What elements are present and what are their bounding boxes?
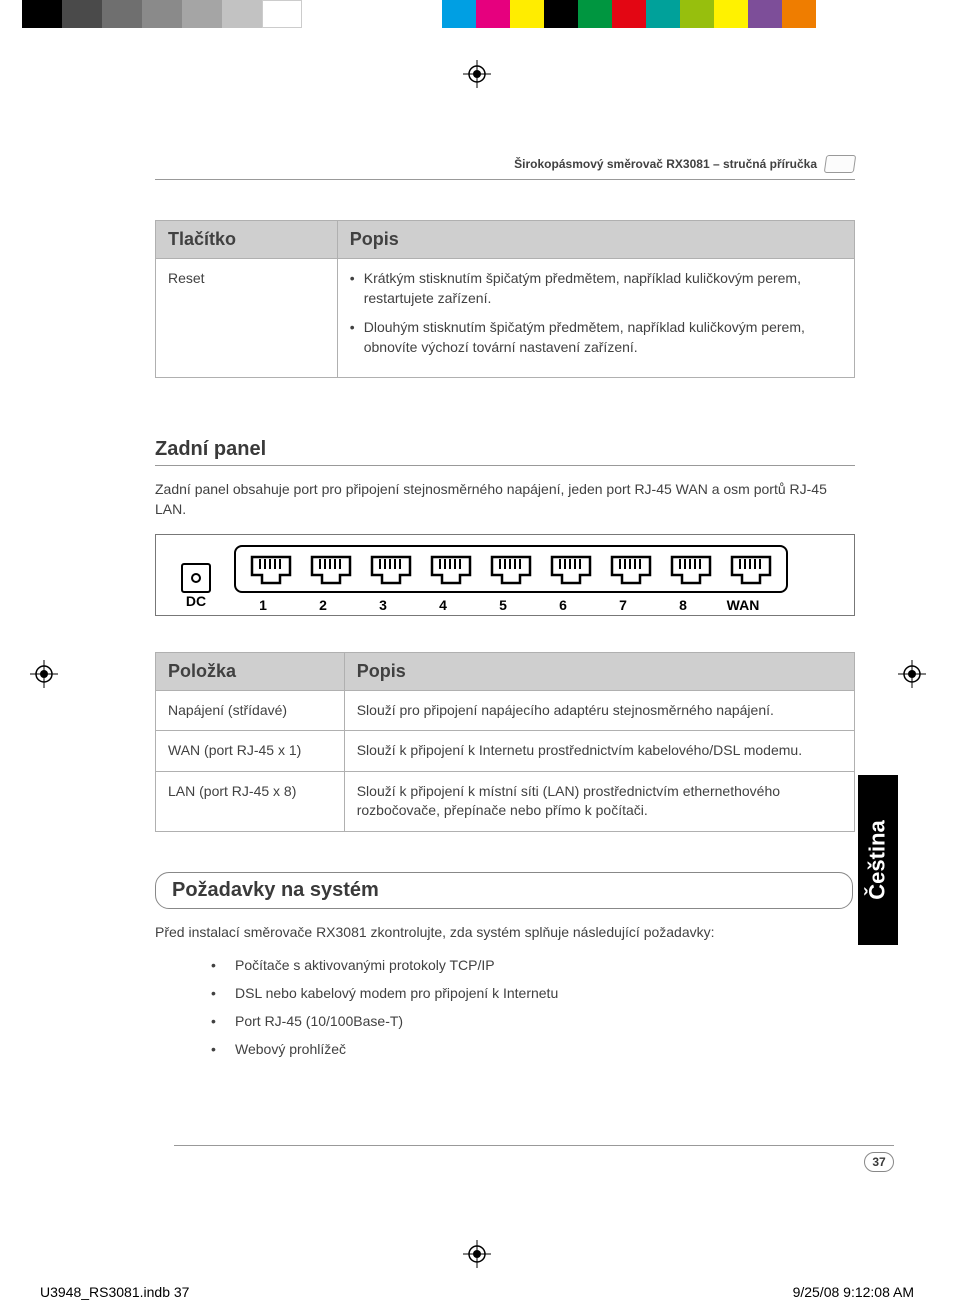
- port-label-5: 5: [480, 597, 526, 613]
- table1-row1-col1: Reset: [156, 259, 338, 378]
- port-label-2: 2: [300, 597, 346, 613]
- registration-mark-icon: [30, 660, 58, 688]
- dc-label: DC: [186, 593, 206, 609]
- rj45-port-icon: [548, 553, 594, 587]
- req-item-4: Webový prohlížeč: [211, 1041, 855, 1057]
- table2-r2c2: Slouží k připojení k Internetu prostředn…: [344, 731, 854, 772]
- table1-row1-bullet2: Dlouhým stisknutím špičatým předmětem, n…: [350, 318, 842, 357]
- rj45-port-icon: [368, 553, 414, 587]
- rj45-port-icon: [608, 553, 654, 587]
- table2-header-col2: Popis: [344, 652, 854, 690]
- req-item-3: Port RJ-45 (10/100Base-T): [211, 1013, 855, 1029]
- registration-mark-icon: [898, 660, 926, 688]
- requirements-list: Počítače s aktivovanými protokoly TCP/IP…: [155, 957, 855, 1057]
- rj45-port-icon: [308, 553, 354, 587]
- port-label-7: 7: [600, 597, 646, 613]
- rj45-port-icon: [248, 553, 294, 587]
- page-content: Širokopásmový směrovač RX3081 – stručná …: [155, 155, 855, 1069]
- item-table: Položka Popis Napájení (střídavé) Slouží…: [155, 652, 855, 832]
- req-item-1: Počítače s aktivovanými protokoly TCP/IP: [211, 957, 855, 973]
- port-label-3: 3: [360, 597, 406, 613]
- language-tab: Čeština: [858, 775, 898, 945]
- table1-header-col1: Tlačítko: [156, 221, 338, 259]
- rj45-port-icon: [668, 553, 714, 587]
- print-footer: U3948_RS3081.indb 37 9/25/08 9:12:08 AM: [40, 1284, 914, 1300]
- rear-panel-desc: Zadní panel obsahuje port pro připojení …: [155, 480, 855, 519]
- print-color-bar: [22, 0, 932, 28]
- running-head-text: Širokopásmový směrovač RX3081 – stručná …: [514, 157, 817, 171]
- table2-r3c1: LAN (port RJ-45 x 8): [156, 771, 345, 831]
- dc-jack-icon: [181, 563, 211, 593]
- table1-row1-bullet1: Krátkým stisknutím špičatým předmětem, n…: [350, 269, 842, 308]
- rj45-port-icon: [428, 553, 474, 587]
- rear-panel-heading: Zadní panel: [155, 438, 855, 466]
- router-icon: [824, 155, 857, 173]
- language-tab-text: Čeština: [865, 820, 891, 899]
- rj45-port-icon: [488, 553, 534, 587]
- req-item-2: DSL nebo kabelový modem pro připojení k …: [211, 985, 855, 1001]
- registration-mark-icon: [463, 60, 491, 88]
- table2-r3c2: Slouží k připojení k místní síti (LAN) p…: [344, 771, 854, 831]
- table1-header-col2: Popis: [337, 221, 854, 259]
- running-head: Širokopásmový směrovač RX3081 – stručná …: [155, 155, 855, 180]
- registration-mark-icon: [463, 1240, 491, 1268]
- table2-header-col1: Položka: [156, 652, 345, 690]
- page-footer-rule: 37: [174, 1145, 894, 1172]
- port-label-4: 4: [420, 597, 466, 613]
- port-label-1: 1: [240, 597, 286, 613]
- button-table: Tlačítko Popis Reset Krátkým stisknutím …: [155, 220, 855, 378]
- ports-row: [234, 545, 788, 593]
- rear-panel-diagram: DC 1 2 3 4 5 6 7 8 WAN: [155, 534, 855, 616]
- requirements-intro: Před instalací směrovače RX3081 zkontrol…: [155, 923, 855, 943]
- footer-left: U3948_RS3081.indb 37: [40, 1284, 189, 1300]
- requirements-heading: Požadavky na systém: [155, 872, 853, 909]
- table1-row1-col2: Krátkým stisknutím špičatým předmětem, n…: [337, 259, 854, 378]
- port-label-8: 8: [660, 597, 706, 613]
- page-number: 37: [864, 1152, 894, 1172]
- table2-r1c1: Napájení (střídavé): [156, 690, 345, 731]
- footer-right: 9/25/08 9:12:08 AM: [793, 1284, 914, 1300]
- port-label-wan: WAN: [720, 597, 766, 613]
- rj45-port-icon: [728, 553, 774, 587]
- requirements-heading-text: Požadavky na systém: [172, 879, 379, 901]
- port-label-6: 6: [540, 597, 586, 613]
- table2-r1c2: Slouží pro připojení napájecího adaptéru…: [344, 690, 854, 731]
- table2-r2c1: WAN (port RJ-45 x 1): [156, 731, 345, 772]
